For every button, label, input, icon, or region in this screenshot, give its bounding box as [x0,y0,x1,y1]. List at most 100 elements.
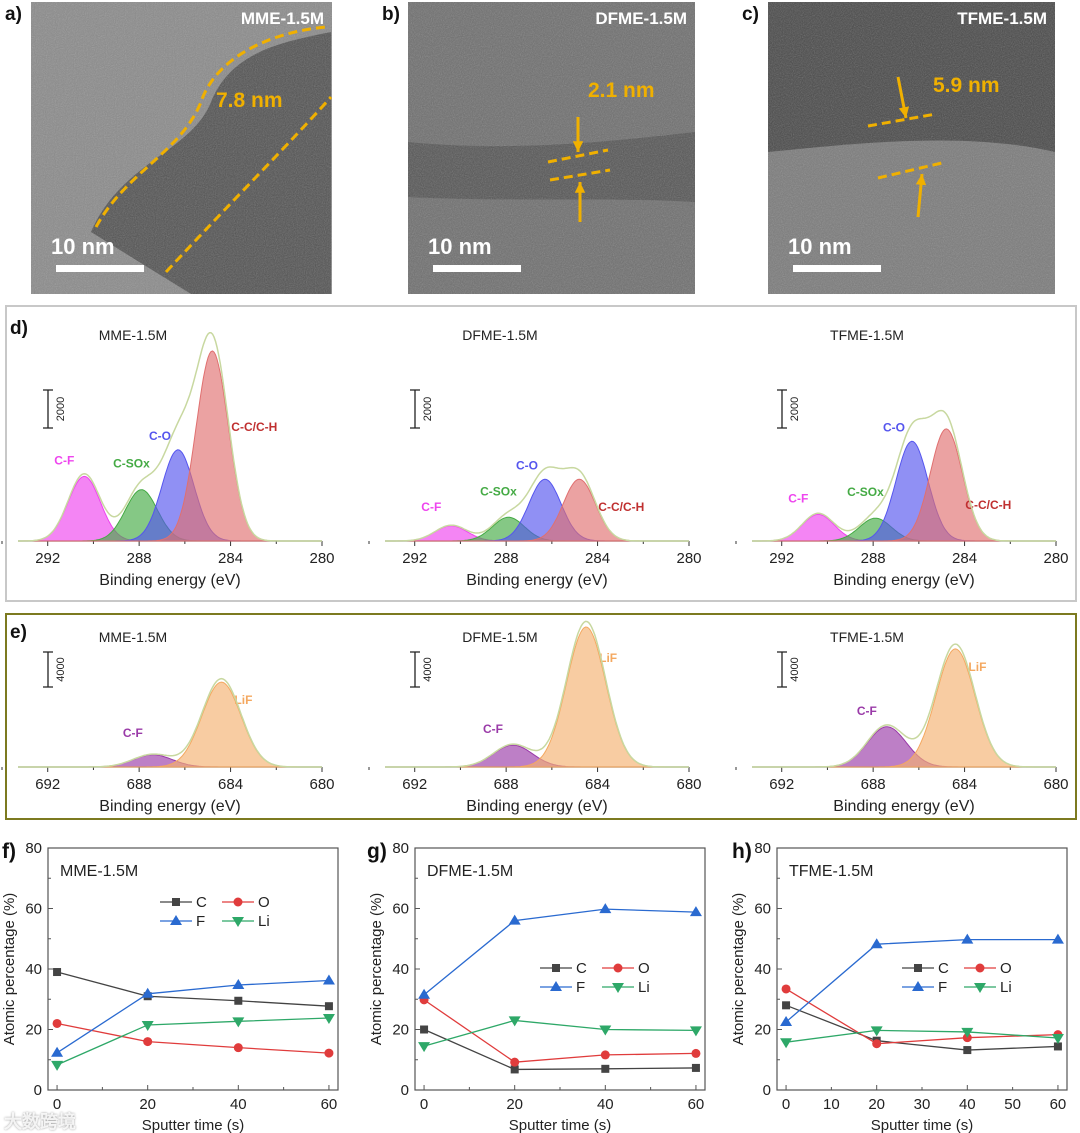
down-triangle-marker [870,1026,883,1037]
series-line [423,999,696,1063]
circle-marker [233,897,243,907]
circle-marker [324,1048,334,1058]
line-chart-g: 0 20 40 60 80 0 20 40 60 Sputter time (s) Atomic p… [368,840,706,1133]
scale-bar-label: 2000 [422,397,434,421]
triangle-marker [1051,933,1064,944]
down-triangle-marker [689,1026,702,1037]
x-axis-label: Binding energy (eV) [466,798,607,815]
scale-bar-label: 10 nm [428,234,492,259]
intensity-scale-bar [777,389,787,429]
sample-title: TFME-1.5M [830,629,904,645]
xps-spectrum-d-1: 292 288 284 280 Binding energy (eV) DFME-1.5M… [368,327,702,589]
square-marker [914,964,922,972]
y-tick-label: 60 [392,901,409,918]
intensity-scale-bar [777,651,787,688]
series-Li [780,1026,1064,1049]
legend-label: O [258,894,270,911]
tem-title: TFME-1.5M [957,9,1047,28]
circle-marker [691,1048,701,1058]
x-tick-label: 0 [53,1096,61,1113]
series-line [423,1028,696,1071]
x-tick-label: 684 [585,776,610,793]
circle-marker [613,963,623,973]
series-line [423,908,696,996]
series-line [56,979,329,1054]
x-tick-label: 692 [769,776,794,793]
y-tick-label: 40 [25,961,42,978]
circle-marker [781,984,791,994]
legend-label: Li [258,913,270,930]
intensity-scale-bar [410,651,420,688]
down-triangle-marker [1051,1033,1064,1044]
series-F [51,974,335,1057]
sample-title: MME-1.5M [99,629,167,645]
scale-bar-label: 4000 [422,657,434,681]
sample-title: DFME-1.5M [462,629,537,645]
y-tick-label: 80 [392,840,409,857]
peak-label: C-O [883,420,905,434]
sample-title: DFME-1.5M [462,327,537,343]
peak-label: C-C/C-H [231,420,277,434]
legend-label: F [938,979,947,996]
xps-spectrum-e-2: 692 688 684 680 Binding energy (eV) TFME-1.5M… [735,629,1069,815]
square-marker [172,898,180,906]
triangle-marker [418,988,431,999]
x-tick-label: 60 [1050,1096,1067,1113]
series-F [780,933,1064,1026]
x-tick-label: 0 [420,1096,428,1113]
down-triangle-marker [232,917,244,927]
panel-label-c: c) [742,4,759,25]
tem-noise [408,2,695,294]
x-tick-label: 20 [868,1096,885,1113]
series-line [785,1004,1058,1051]
x-tick-label: 292 [35,550,60,567]
x-tick-label: 40 [597,1096,614,1113]
x-tick-label: 50 [1004,1096,1021,1113]
legend-label: C [196,894,207,911]
triangle-marker [51,1046,64,1057]
legend-label: F [576,979,585,996]
x-tick-label: 688 [494,776,519,793]
y-axis-label: Atomic percentage (%) [1,893,18,1046]
legend-label: O [638,960,650,977]
triangle-marker [689,906,702,917]
x-tick-label: 284 [952,550,977,567]
square-marker [1053,1042,1062,1051]
triangle-marker [961,933,974,944]
circle-marker [975,963,985,973]
x-tick-label: 292 [402,550,427,567]
y-tick-label: 60 [754,901,771,918]
down-triangle-marker [599,1025,612,1036]
scale-bar [433,265,521,272]
xps-spectrum-e-1: 692 688 684 680 Binding energy (eV) DFME-1.5M… [368,620,702,815]
triangle-marker [780,1015,793,1026]
down-triangle-marker [141,1020,154,1031]
panel-label-b: b) [382,4,400,25]
envelope-fit-line [752,409,1056,542]
x-tick-label: 684 [218,776,243,793]
series-line [785,939,1058,1023]
square-marker [234,996,243,1005]
y-tick-label: 0 [763,1082,771,1099]
square-marker [691,1063,700,1072]
series-line [56,1022,329,1054]
series-C [420,1025,700,1074]
c1s-xps-panel [5,305,1077,602]
tem-image-dfme: DFME-1.5M 2.1 nm 10 nm [408,2,695,294]
legend-label: O [1000,960,1012,977]
x-tick-label: 60 [321,1096,338,1113]
down-triangle-marker [612,983,624,993]
triangle-marker [232,979,245,990]
x-axis-label: Sputter time (s) [142,1117,245,1133]
tem-title: MME-1.5M [241,9,324,28]
square-marker [601,1064,610,1073]
square-marker [963,1046,972,1055]
y-tick-label: 40 [392,961,409,978]
x-tick-label: 288 [494,550,519,567]
peak-label: C-F [54,453,74,467]
down-triangle-marker [961,1027,974,1038]
x-tick-label: 280 [1043,550,1068,567]
triangle-marker [912,981,924,991]
y-tick-label: 20 [754,1022,771,1039]
x-tick-label: 688 [861,776,886,793]
